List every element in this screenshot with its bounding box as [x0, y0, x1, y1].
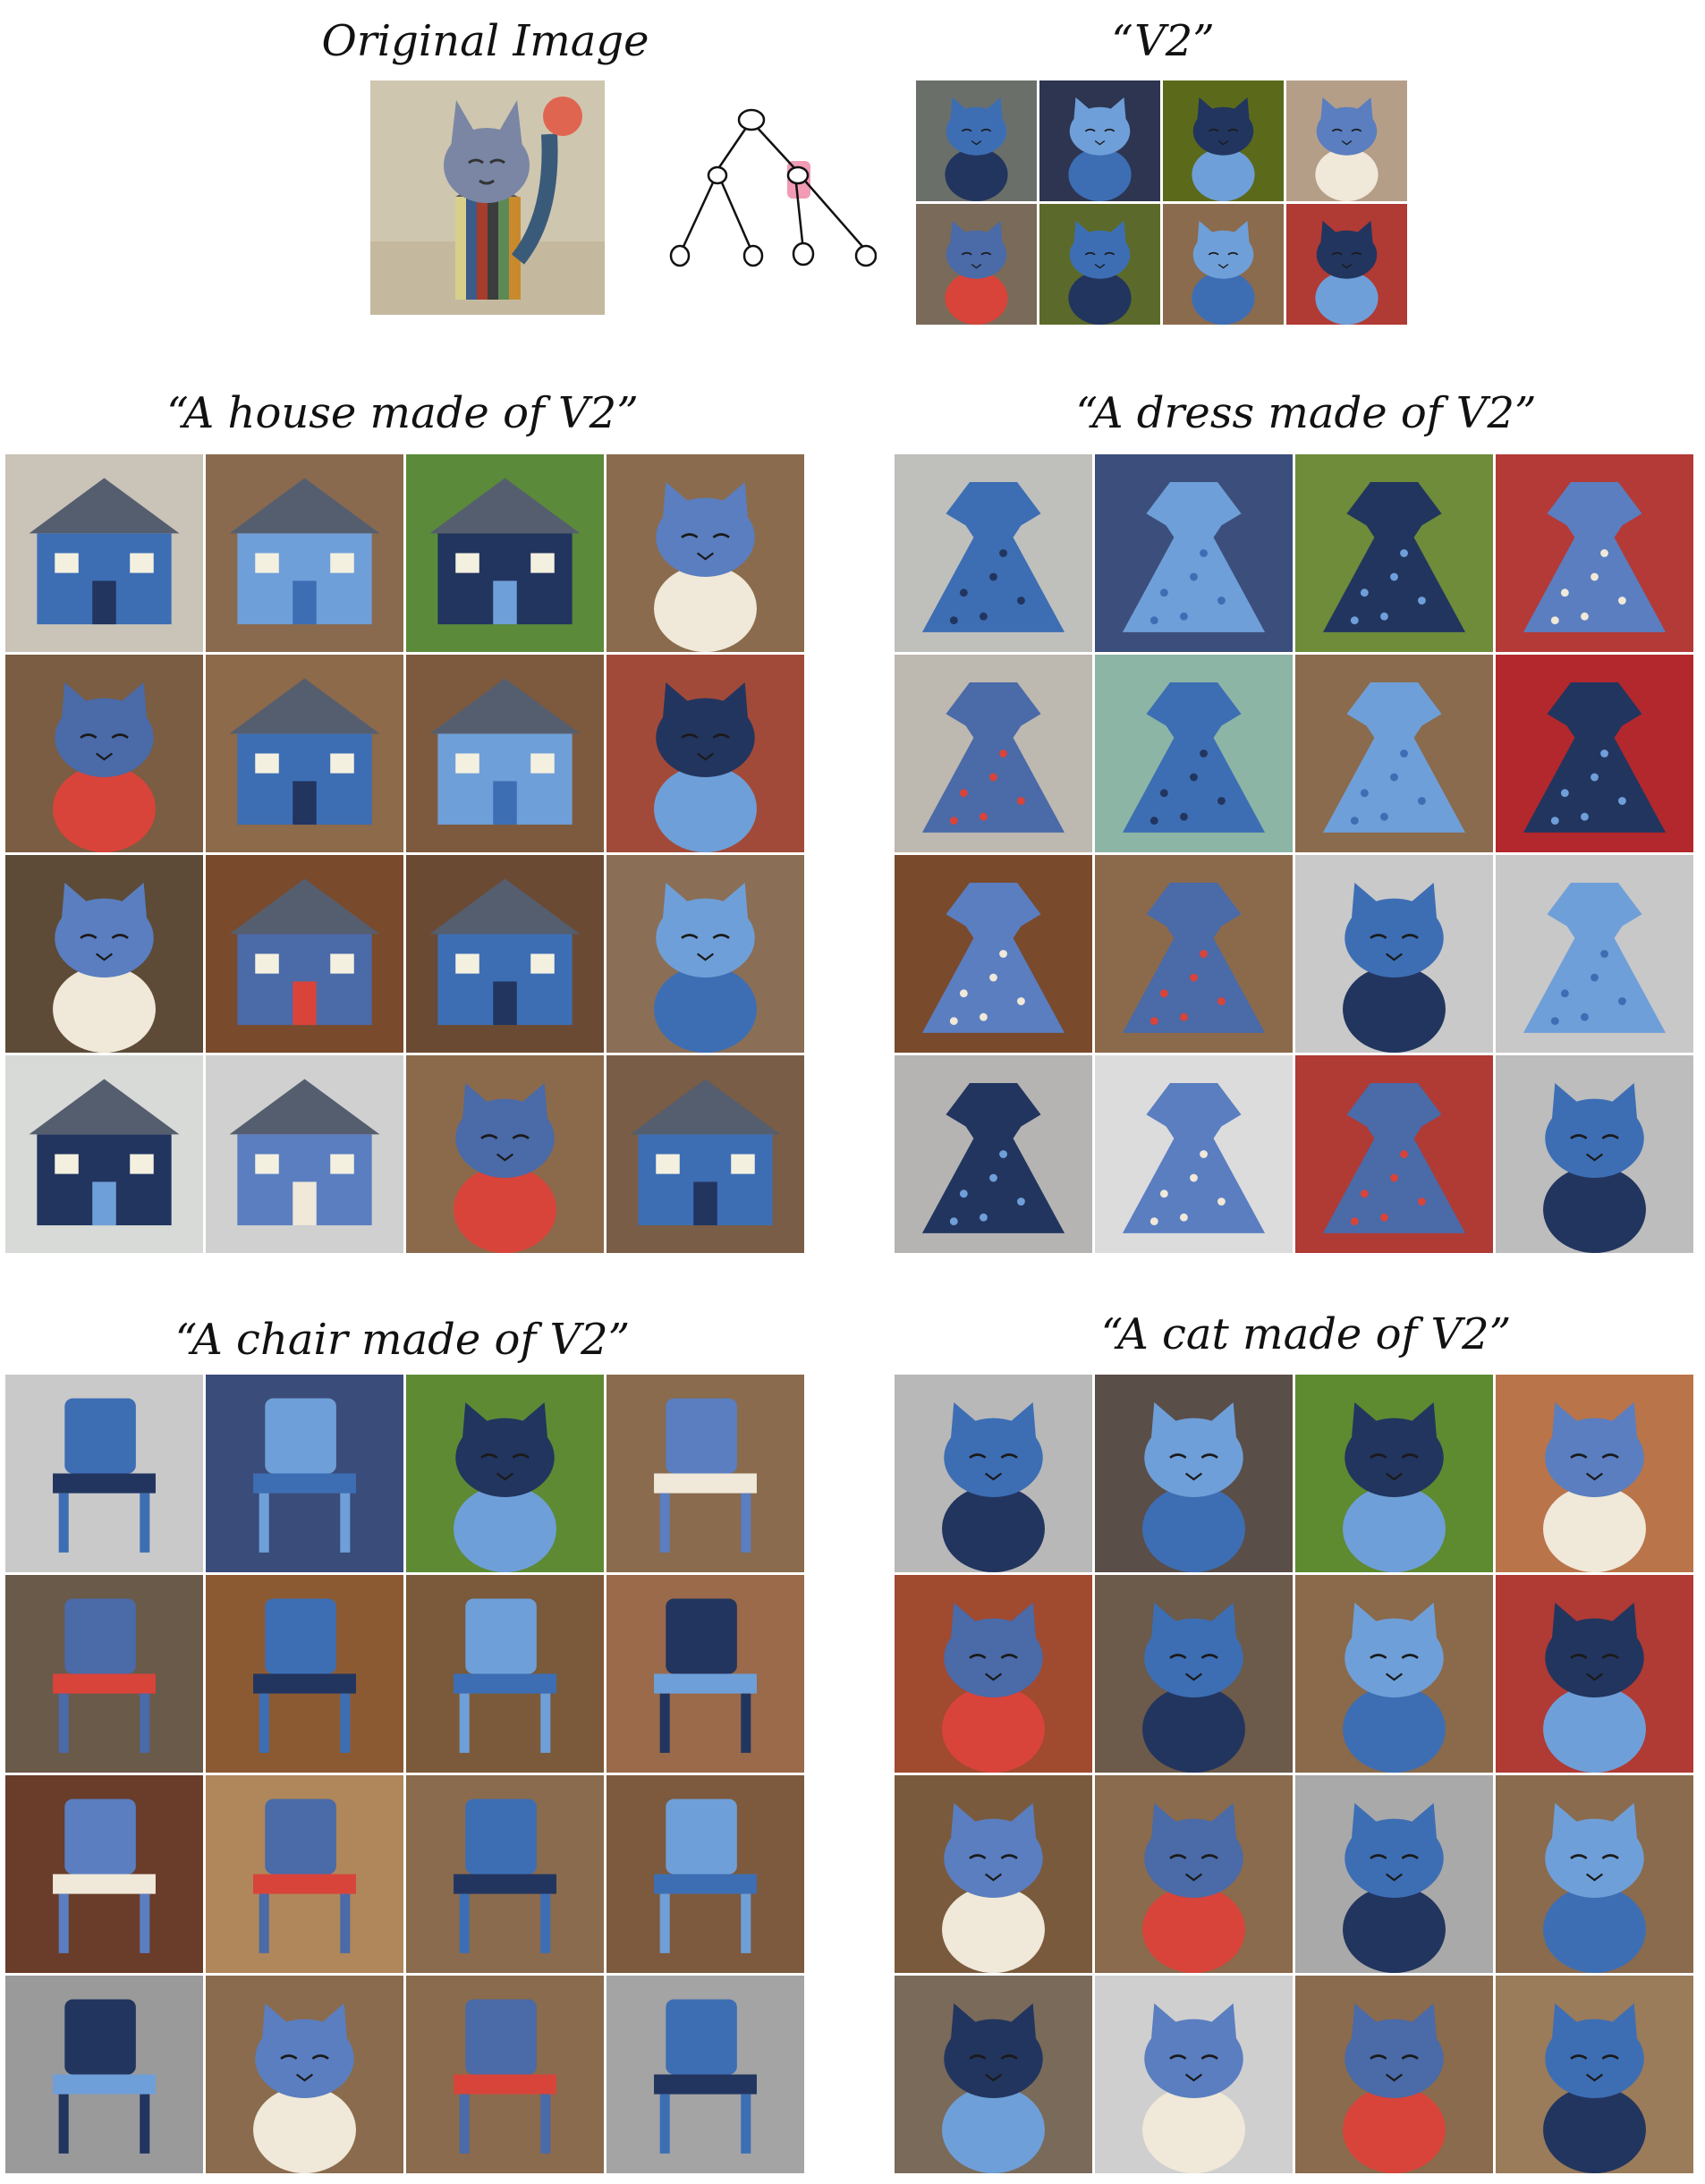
cat-thumbnail — [1095, 1375, 1293, 1572]
tree-diagram-icon — [662, 98, 878, 277]
house-thumbnail — [406, 1055, 604, 1253]
cat-thumbnail — [1295, 1976, 1493, 2173]
chair-panel-caption: “A chair made of V2” — [174, 1315, 631, 1365]
cat-thumbnail — [895, 1775, 1092, 1973]
dress-thumbnail — [1295, 1055, 1493, 1253]
dress-panel-caption: “A dress made of V2” — [1075, 388, 1537, 438]
v2-caption: “V2” — [1111, 16, 1215, 66]
chair-thumbnail — [5, 1575, 203, 1773]
dress-thumbnail — [1095, 1055, 1293, 1253]
house-thumbnail — [406, 655, 604, 852]
chair-thumbnail — [206, 1775, 403, 1973]
v2-thumbnail — [1163, 80, 1284, 201]
house-thumbnail — [206, 1055, 403, 1253]
house-thumbnail — [5, 1055, 203, 1253]
v2-thumbnail — [1039, 80, 1160, 201]
chair-thumbnail — [607, 1775, 804, 1973]
cat-thumbnail — [895, 1375, 1092, 1572]
dress-thumbnail — [1095, 855, 1293, 1053]
dress-thumbnail — [1095, 454, 1293, 652]
chair-thumbnail — [5, 1775, 203, 1973]
dress-thumbnail — [1496, 1055, 1693, 1253]
chair-thumbnail — [607, 1575, 804, 1773]
house-thumbnail — [206, 454, 403, 652]
house-thumbnail — [607, 1055, 804, 1253]
cat-thumbnail — [1095, 1575, 1293, 1773]
house-panel-caption: “A house made of V2” — [166, 388, 639, 438]
v2-thumbnail — [1286, 80, 1407, 201]
chair-image-grid — [5, 1375, 804, 2173]
house-thumbnail — [5, 855, 203, 1053]
house-thumbnail — [406, 454, 604, 652]
cat-thumbnail — [1496, 1775, 1693, 1973]
cat-thumbnail — [1095, 1775, 1293, 1973]
cat-thumbnail — [895, 1976, 1092, 2173]
cat-thumbnail — [895, 1575, 1092, 1773]
chair-thumbnail — [5, 1375, 203, 1572]
dress-thumbnail — [1295, 855, 1493, 1053]
dress-thumbnail — [895, 1055, 1092, 1253]
chair-thumbnail — [406, 1575, 604, 1773]
dress-thumbnail — [1095, 655, 1293, 852]
house-image-grid — [5, 454, 804, 1253]
cat-panel-caption: “A cat made of V2” — [1100, 1309, 1512, 1359]
cat-thumbnail — [1496, 1976, 1693, 2173]
cat-thumbnail — [1295, 1375, 1493, 1572]
v2-image-grid — [916, 80, 1407, 325]
house-thumbnail — [607, 655, 804, 852]
house-thumbnail — [5, 454, 203, 652]
dress-thumbnail — [1496, 855, 1693, 1053]
chair-thumbnail — [206, 1575, 403, 1773]
chair-thumbnail — [406, 1976, 604, 2173]
cat-thumbnail — [1295, 1575, 1493, 1773]
cat-thumbnail — [1295, 1775, 1493, 1973]
original-image-caption: Original Image — [321, 16, 649, 66]
dress-thumbnail — [1295, 655, 1493, 852]
dress-image-grid — [895, 454, 1693, 1253]
chair-thumbnail — [406, 1375, 604, 1572]
v2-thumbnail — [916, 204, 1037, 325]
dress-thumbnail — [1295, 454, 1493, 652]
v2-thumbnail — [1039, 204, 1160, 325]
chair-thumbnail — [5, 1976, 203, 2173]
chair-thumbnail — [206, 1375, 403, 1572]
dress-thumbnail — [1496, 454, 1693, 652]
house-thumbnail — [607, 454, 804, 652]
chair-thumbnail — [206, 1976, 403, 2173]
chair-thumbnail — [607, 1976, 804, 2173]
chair-thumbnail — [406, 1775, 604, 1973]
dress-thumbnail — [895, 454, 1092, 652]
house-thumbnail — [5, 655, 203, 852]
v2-thumbnail — [1286, 204, 1407, 325]
dress-thumbnail — [895, 855, 1092, 1053]
cat-thumbnail — [1496, 1575, 1693, 1773]
v2-thumbnail — [1163, 204, 1284, 325]
cat-thumbnail — [1496, 1375, 1693, 1572]
cat-thumbnail — [1095, 1976, 1293, 2173]
cat-image-grid — [895, 1375, 1693, 2173]
house-thumbnail — [206, 855, 403, 1053]
v2-thumbnail — [916, 80, 1037, 201]
chair-thumbnail — [607, 1375, 804, 1572]
house-thumbnail — [607, 855, 804, 1053]
dress-thumbnail — [1496, 655, 1693, 852]
house-thumbnail — [206, 655, 403, 852]
dress-thumbnail — [895, 655, 1092, 852]
house-thumbnail — [406, 855, 604, 1053]
original-image — [370, 80, 605, 315]
